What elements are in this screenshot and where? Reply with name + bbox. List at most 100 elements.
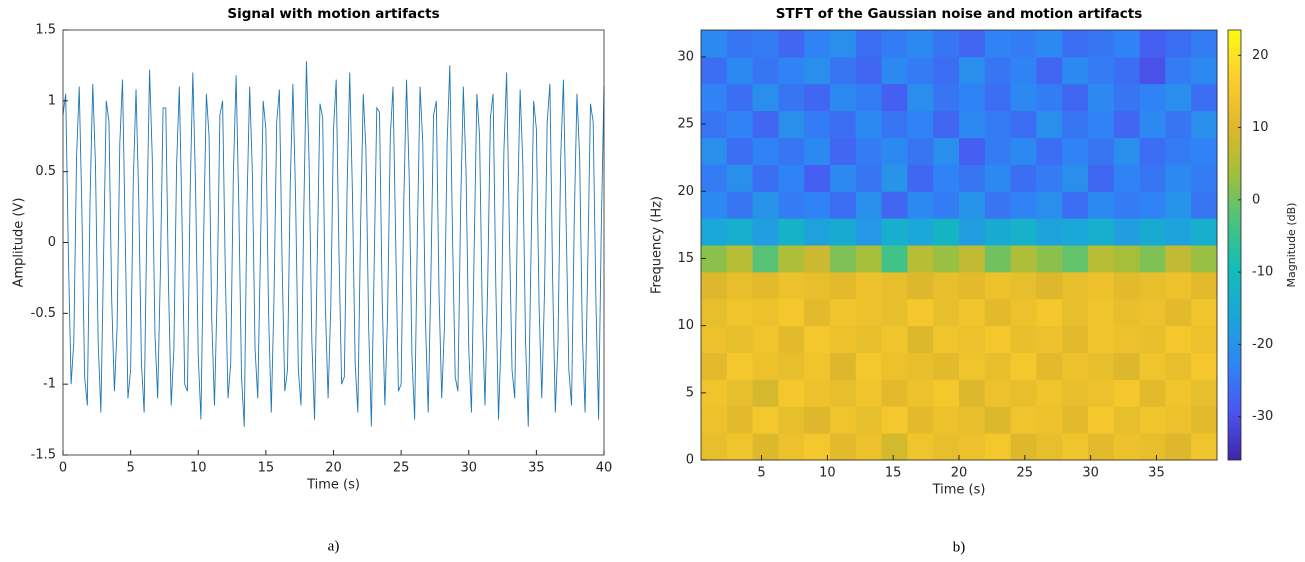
heatmap-cell <box>778 110 805 138</box>
heatmap-cell <box>984 245 1012 273</box>
x-tick-label: 15 <box>258 461 275 476</box>
heatmap-cell <box>1010 164 1037 192</box>
y-tick-label: 15 <box>677 251 694 266</box>
heatmap-cell <box>701 325 728 353</box>
heatmap-cell <box>933 245 960 273</box>
heatmap-cell <box>1113 56 1141 85</box>
heatmap-cell <box>881 271 908 300</box>
heatmap-cell <box>804 433 831 461</box>
heatmap-cell <box>881 352 908 380</box>
heatmap-cell <box>830 379 857 407</box>
heatmap-cell <box>959 30 986 58</box>
heatmap-cell <box>1010 298 1037 327</box>
heatmap-cell <box>881 245 908 273</box>
heatmap-cell <box>907 83 934 112</box>
heatmap-cell <box>830 137 857 165</box>
y-axis-label: Amplitude (V) <box>12 198 27 288</box>
x-axis-label: Time (s) <box>932 483 986 498</box>
heatmap-cell <box>881 110 908 138</box>
heatmap-cell <box>804 218 831 246</box>
heatmap-cell <box>830 56 857 85</box>
heatmap-cell <box>1165 245 1192 273</box>
heatmap-cell <box>933 218 960 246</box>
heatmap-cell <box>1088 56 1115 85</box>
caption: b) <box>953 539 966 555</box>
heatmap-cell <box>1036 406 1063 434</box>
heatmap-cell <box>1165 433 1192 461</box>
heatmap-cell <box>933 83 960 112</box>
heatmap-cell <box>959 191 986 219</box>
heatmap-cell <box>1165 379 1192 407</box>
heatmap-cell <box>984 56 1012 85</box>
heatmap-cell <box>1010 433 1037 461</box>
heatmap-cell <box>726 245 754 273</box>
heatmap-cell <box>1088 298 1115 327</box>
heatmap-cell <box>1010 83 1037 112</box>
heatmap-cell <box>1191 110 1218 138</box>
heatmap-cell <box>907 271 934 300</box>
heatmap-cell <box>1113 271 1141 300</box>
heatmap-cell <box>959 298 986 327</box>
heatmap-cell <box>804 164 831 192</box>
chart-title: STFT of the Gaussian noise and motion ar… <box>776 6 1143 22</box>
heatmap-cell <box>907 325 934 353</box>
heatmap-cell <box>701 83 728 112</box>
heatmap-cell <box>778 325 805 353</box>
heatmap-cell <box>1191 271 1218 300</box>
heatmap-cell <box>984 30 1012 58</box>
heatmap-cell <box>1113 137 1141 165</box>
heatmap-cell <box>1036 191 1063 219</box>
heatmap-cell <box>752 245 779 273</box>
heatmap-cell <box>959 433 986 461</box>
x-tick-label: 25 <box>393 461 410 476</box>
heatmap-cell <box>701 406 728 434</box>
heatmap-cell <box>752 137 779 165</box>
y-tick-label: 30 <box>677 49 694 64</box>
heatmap-cell <box>804 191 831 219</box>
heatmap-cell <box>1062 218 1089 246</box>
heatmap-cell <box>933 406 960 434</box>
heatmap-cell <box>1062 83 1089 112</box>
heatmap-cell <box>752 406 779 434</box>
heatmap-cell <box>1088 191 1115 219</box>
heatmap-cell <box>1139 271 1166 300</box>
heatmap-cell <box>1191 325 1218 353</box>
heatmap-cell <box>984 325 1012 353</box>
heatmap-cell <box>1088 137 1115 165</box>
heatmap-cell <box>1062 406 1089 434</box>
heatmap-cell <box>804 325 831 353</box>
heatmap-cell <box>984 218 1012 246</box>
heatmap-cell <box>907 137 934 165</box>
heatmap-cell <box>1139 110 1166 138</box>
heatmap-cell <box>984 137 1012 165</box>
heatmap-cell <box>855 298 883 327</box>
heatmap-cell <box>1165 83 1192 112</box>
heatmap-cell <box>933 271 960 300</box>
heatmap-cell <box>1062 245 1089 273</box>
heatmap-cell <box>1088 164 1115 192</box>
heatmap-cell <box>778 298 805 327</box>
heatmap-cell <box>881 83 908 112</box>
heatmap-cell <box>778 245 805 273</box>
heatmap-cell <box>855 30 883 58</box>
heatmap-cell <box>881 191 908 219</box>
heatmap-cell <box>855 245 883 273</box>
heatmap-cell <box>1036 352 1063 380</box>
heatmap-cell <box>804 137 831 165</box>
heatmap-cell <box>1139 245 1166 273</box>
heatmap-cell <box>1062 30 1089 58</box>
heatmap-cell <box>1139 325 1166 353</box>
heatmap-cell <box>907 218 934 246</box>
heatmap-cell <box>1113 433 1141 461</box>
heatmap-cell <box>830 30 857 58</box>
heatmap-cell <box>726 110 754 138</box>
colorbar-tick-label: 10 <box>1252 120 1269 135</box>
heatmap-cell <box>1165 352 1192 380</box>
x-tick-label: 20 <box>325 461 342 476</box>
heatmap-cell <box>1165 191 1192 219</box>
y-tick-label: 5 <box>686 385 694 400</box>
heatmap-cell <box>1139 218 1166 246</box>
x-tick-label: 5 <box>126 461 134 476</box>
heatmap-cell <box>1139 379 1166 407</box>
heatmap-cell <box>881 406 908 434</box>
